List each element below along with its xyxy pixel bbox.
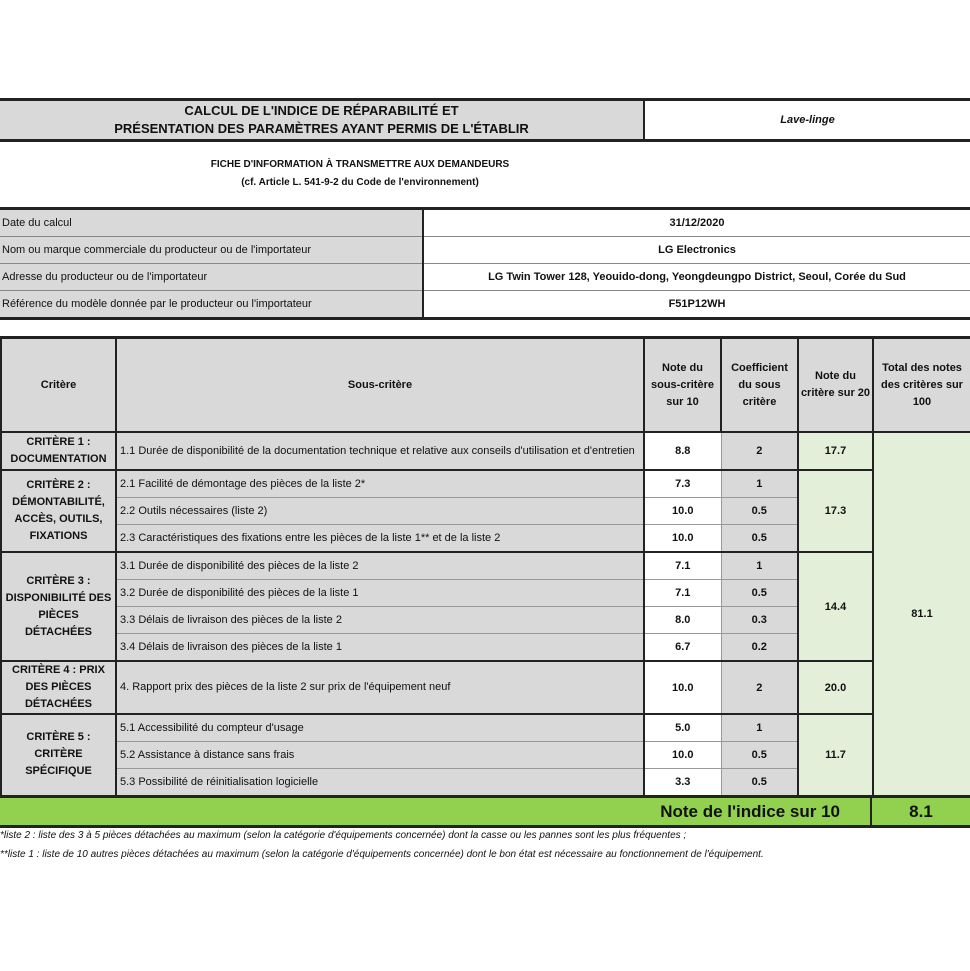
criterion-name: CRITÈRE 1 : DOCUMENTATION [0,431,117,471]
sub-criterion-coefficient: 2 [720,431,799,471]
sub-criterion-note: 7.1 [643,579,722,607]
sub-criterion-note: 10.0 [643,660,722,715]
title-line-2: PRÉSENTATION DES PARAMÈTRES AYANT PERMIS… [114,121,529,136]
table-row: 3.3 Délais de livraison des pièces de la… [1,606,970,634]
info-label: Adresse du producteur ou de l'importateu… [0,263,424,291]
info-value: 31/12/2020 [423,208,970,237]
info-row: Date du calcul 31/12/2020 [0,208,970,237]
footnote-liste-1: **liste 1 : liste de 10 autres pièces dé… [0,849,764,860]
info-row: Adresse du producteur ou de l'importateu… [0,263,970,291]
table-row: CRITÈRE 2 : DÉMONTABILITÉ, ACCÈS, OUTILS… [0,469,970,553]
table-row: 2.3 Caractéristiques des fixations entre… [1,524,970,553]
sub-criterion-label: 2.3 Caractéristiques des fixations entre… [115,524,645,553]
info-table: Date du calcul 31/12/2020 Nom ou marque co… [0,207,970,320]
score-table: Critère Sous-critère Note du sous-critère … [0,336,970,797]
info-row: Référence du modèle donnée par le produc… [0,290,970,319]
sub-criterion-note: 8.8 [643,431,722,471]
sub-criterion-note: 5.0 [643,713,722,742]
table-row: 3.4 Délais de livraison des pièces de la… [1,633,970,662]
criterion-score: 11.7 [797,713,874,797]
title-line-1: CALCUL DE L'INDICE DE RÉPARABILITÉ ET [184,103,459,118]
index-score-band: Note de l'indice sur 10 8.1 [0,795,970,828]
table-row: CRITÈRE 3 : DISPONIBILITÉ DES PIÈCES DÉT… [0,551,970,662]
sub-criterion-note: 10.0 [643,497,722,525]
footnote-liste-2: *liste 2 : liste des 3 à 5 pièces détach… [0,830,687,841]
index-label: Note de l'indice sur 10 [0,798,872,825]
table-row: 5.3 Possibilité de réinitialisation logi… [1,768,970,796]
sub-criterion-coefficient: 2 [720,660,799,715]
sub-criterion-label: 4. Rapport prix des pièces de la liste 2… [115,660,645,715]
info-label: Date du calcul [0,208,424,237]
criterion-score: 20.0 [797,660,874,715]
product-type: Lave-linge [780,114,835,126]
table-row: CRITÈRE 1 : DOCUMENTATION 1.1 Durée de di… [0,431,970,797]
criterion-name: CRITÈRE 2 : DÉMONTABILITÉ, ACCÈS, OUTILS… [0,469,117,553]
table-row: CRITÈRE 5 : CRITÈRE SPÉCIFIQUE 5.1 Access… [0,713,970,797]
sub-criterion-coefficient: 0.5 [720,579,799,607]
sub-criterion-label: 2.2 Outils nécessaires (liste 2) [115,497,645,525]
criterion-name: CRITÈRE 3 : DISPONIBILITÉ DES PIÈCES DÉT… [0,551,117,662]
criterion-name: CRITÈRE 5 : CRITÈRE SPÉCIFIQUE [0,713,117,797]
column-header: Sous-critère [115,336,645,433]
sub-criterion-coefficient: 1 [720,469,799,498]
criterion-score: 17.3 [797,469,874,553]
criterion-score: 14.4 [797,551,874,662]
sub-criterion-coefficient: 1 [720,713,799,742]
table-row: CRITÈRE 4 : PRIX DES PIÈCES DÉTACHÉES 4. … [0,660,970,715]
table-row: 2.2 Outils nécessaires (liste 2) 10.0 0.5 [1,497,970,525]
fiche-reference: (cf. Article L. 541-9-2 du Code de l'env… [241,177,479,188]
sub-criterion-note: 10.0 [643,524,722,553]
column-header: Coefficient du sous critère [720,336,799,433]
criterion-name: CRITÈRE 4 : PRIX DES PIÈCES DÉTACHÉES [0,660,117,715]
info-label: Référence du modèle donnée par le produc… [0,290,424,319]
sub-criterion-label: 1.1 Durée de disponibilité de la documen… [115,431,645,471]
sub-criterion-note: 6.7 [643,633,722,662]
sub-criterion-label: 3.2 Durée de disponibilité des pièces de… [115,579,645,607]
sub-criterion-note: 7.1 [643,551,722,580]
total-score: 81.1 [872,431,970,797]
info-value: LG Electronics [423,236,970,264]
sub-criterion-label: 5.1 Accessibilité du compteur d'usage [115,713,645,742]
sub-criterion-label: 2.1 Facilité de démontage des pièces de … [115,469,645,498]
column-header: Critère [0,336,117,433]
sub-criterion-note: 10.0 [643,741,722,769]
table-row: 5.2 Assistance à distance sans frais 10.0… [1,741,970,769]
sub-criterion-coefficient: 0.2 [720,633,799,662]
index-value: 8.1 [909,802,933,821]
column-header: Note du sous-critère sur 10 [643,336,722,433]
info-value: LG Twin Tower 128, Yeouido-dong, Yeongde… [423,263,970,291]
fiche-title: FICHE D'INFORMATION À TRANSMETTRE AUX DE… [210,159,510,170]
table-row: 3.2 Durée de disponibilité des pièces de… [1,579,970,607]
sub-criterion-coefficient: 0.5 [720,768,799,796]
sub-criterion-coefficient: 0.5 [720,524,799,553]
sub-criterion-note: 7.3 [643,469,722,498]
sub-criterion-label: 3.3 Délais de livraison des pièces de la… [115,606,645,634]
column-header: Note du critère sur 20 [797,336,874,433]
sub-criterion-label: 3.4 Délais de livraison des pièces de la… [115,633,645,662]
sub-criterion-coefficient: 1 [720,551,799,580]
document-title: CALCUL DE L'INDICE DE RÉPARABILITÉ ET PR… [0,101,645,139]
sub-criterion-note: 3.3 [643,768,722,796]
criterion-score: 17.7 [797,431,874,471]
info-value: F51P12WH [423,290,970,319]
document-header: CALCUL DE L'INDICE DE RÉPARABILITÉ ET PR… [0,98,970,142]
info-row: Nom ou marque commerciale du producteur … [0,236,970,264]
sub-criterion-coefficient: 0.3 [720,606,799,634]
sub-criterion-label: 5.3 Possibilité de réinitialisation logi… [115,768,645,796]
sub-criterion-label: 3.1 Durée de disponibilité des pièces de… [115,551,645,580]
column-header: Total des notes des critères sur 100 [872,336,970,433]
sub-criterion-note: 8.0 [643,606,722,634]
sub-criterion-label: 5.2 Assistance à distance sans frais [115,741,645,769]
sub-criterion-coefficient: 0.5 [720,741,799,769]
sub-criterion-coefficient: 0.5 [720,497,799,525]
info-label: Nom ou marque commerciale du producteur … [0,236,424,264]
